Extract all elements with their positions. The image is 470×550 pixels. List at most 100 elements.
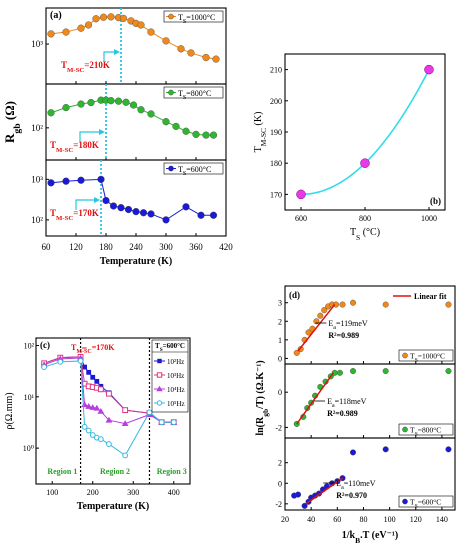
x-tick-label: 60 — [333, 515, 341, 524]
annotation-arrow — [75, 199, 97, 210]
data-point — [85, 403, 93, 409]
arrow-head — [114, 49, 120, 55]
data-point — [147, 28, 155, 36]
x-tick-label: 300 — [127, 488, 139, 497]
y-tick-label: 180 — [270, 159, 282, 168]
data-point — [305, 329, 312, 336]
y-tick-label: 10¹ — [24, 393, 35, 402]
legend-box — [163, 162, 224, 175]
y-tick-label: 10³ — [31, 174, 43, 184]
subpanel-a-3: 10³ 10² TS​=600°C TM-SC​=170K — [31, 159, 227, 237]
linear-fit-line — [296, 372, 334, 425]
x-tick-label: 40 — [307, 515, 315, 524]
data-point — [92, 15, 100, 23]
data-point — [162, 37, 170, 45]
data-point — [122, 98, 130, 106]
activation-energy-label: Ea​=119meV — [328, 319, 368, 331]
data-point — [301, 502, 308, 509]
panel-d: 0123Ea​=119meVR²=0.989TS​=1000°C0-2Ea​=1… — [255, 285, 456, 545]
data-point — [62, 177, 70, 185]
legend-box — [398, 495, 454, 508]
data-point — [86, 369, 92, 375]
fit-curve — [300, 69, 430, 196]
data-point — [209, 131, 218, 139]
y-tick-label: 2 — [278, 317, 282, 326]
y-tick-label: -2 — [275, 500, 282, 509]
y-tick-label: 10⁰ — [23, 444, 34, 453]
x-tick-label: 100 — [384, 515, 396, 524]
region-label: Region 2 — [100, 467, 130, 476]
data-point — [137, 106, 145, 114]
data-point — [339, 301, 346, 308]
subpanel-frame — [284, 437, 456, 511]
x-tick-label: 800 — [359, 214, 371, 223]
x-tick-label: 100 — [46, 488, 58, 497]
data-point — [187, 49, 195, 57]
y-tick-label: 0 — [278, 479, 282, 488]
panel-label: (b) — [430, 196, 441, 206]
x-axis-label: TS​ (°C) — [350, 227, 380, 242]
data-point — [209, 211, 218, 219]
data-point — [93, 404, 101, 411]
legend: TS​=600°C — [398, 495, 454, 510]
y-tick-label: 190 — [270, 128, 282, 137]
data-point — [62, 103, 70, 112]
data-point — [333, 301, 340, 308]
x-tick-label: 140 — [436, 515, 448, 524]
linear-fit-line — [305, 477, 343, 505]
data-point — [122, 407, 129, 414]
x-tick-label: 60 — [42, 242, 52, 252]
data-point — [97, 386, 104, 393]
data-point — [117, 204, 125, 212]
data-point — [202, 53, 210, 62]
y-axis-label: ln(Rgb​/T) (Ω.K⁻¹) — [255, 360, 270, 435]
data-point — [162, 118, 170, 126]
y-tick-label: 170 — [270, 190, 282, 199]
data-point — [47, 179, 55, 187]
legend-box — [163, 10, 224, 23]
data-point — [212, 55, 220, 63]
data-point — [89, 404, 97, 410]
arrow-head — [94, 197, 100, 203]
legend-marker — [156, 372, 163, 378]
data-point — [132, 207, 140, 216]
data-point — [90, 374, 96, 380]
legend-marker — [156, 385, 163, 392]
legend-label: TS​=800°C — [410, 426, 441, 438]
legend-marker — [402, 352, 408, 359]
legend: TS​=1000°C — [163, 10, 224, 25]
data-point — [102, 196, 110, 205]
y-tick-label: -2 — [275, 423, 282, 432]
x-tick-label: 200 — [87, 488, 99, 497]
legend: TS​=800°C — [163, 86, 224, 101]
data-point — [137, 21, 145, 29]
legend-marker — [168, 89, 174, 96]
data-point — [82, 364, 88, 370]
y-tick-label: 210 — [270, 66, 282, 75]
data-point — [85, 427, 92, 434]
data-point — [98, 383, 104, 389]
x-tick-label: 600 — [295, 214, 307, 223]
plot-frame — [35, 337, 191, 485]
r-squared-label: R²=0.989 — [327, 409, 358, 418]
transition-annotation: TM-SC​=170K — [71, 343, 115, 355]
legend-box — [398, 349, 454, 362]
data-point — [147, 210, 155, 218]
r-squared-label: R²=0.970 — [336, 491, 367, 500]
panel-c: 10² 10¹ 10⁰ 100 200 300 400 TS​=600°C 10²Hz 10³Hz… — [4, 337, 191, 512]
data-point — [114, 97, 123, 105]
data-point — [62, 28, 70, 36]
fit-legend: Linear fit — [393, 292, 447, 301]
x-tick-label: 240 — [129, 242, 143, 252]
legend-label: 10⁴Hz — [167, 386, 185, 394]
legend-label: 10⁵Hz — [167, 400, 185, 408]
legend-marker — [402, 498, 408, 505]
data-point — [77, 24, 85, 32]
legend: TS​=600°C 10²Hz 10³Hz 10⁴Hz 10⁵Hz — [151, 339, 189, 413]
subpanel-a-1: 10³ TS​=1000°C TM-SC​=210K — [31, 7, 227, 85]
data-point — [424, 64, 434, 75]
r-squared-label: R²=0.989 — [328, 331, 359, 340]
y-tick-label: 10² — [24, 341, 35, 350]
data-point — [41, 364, 48, 370]
